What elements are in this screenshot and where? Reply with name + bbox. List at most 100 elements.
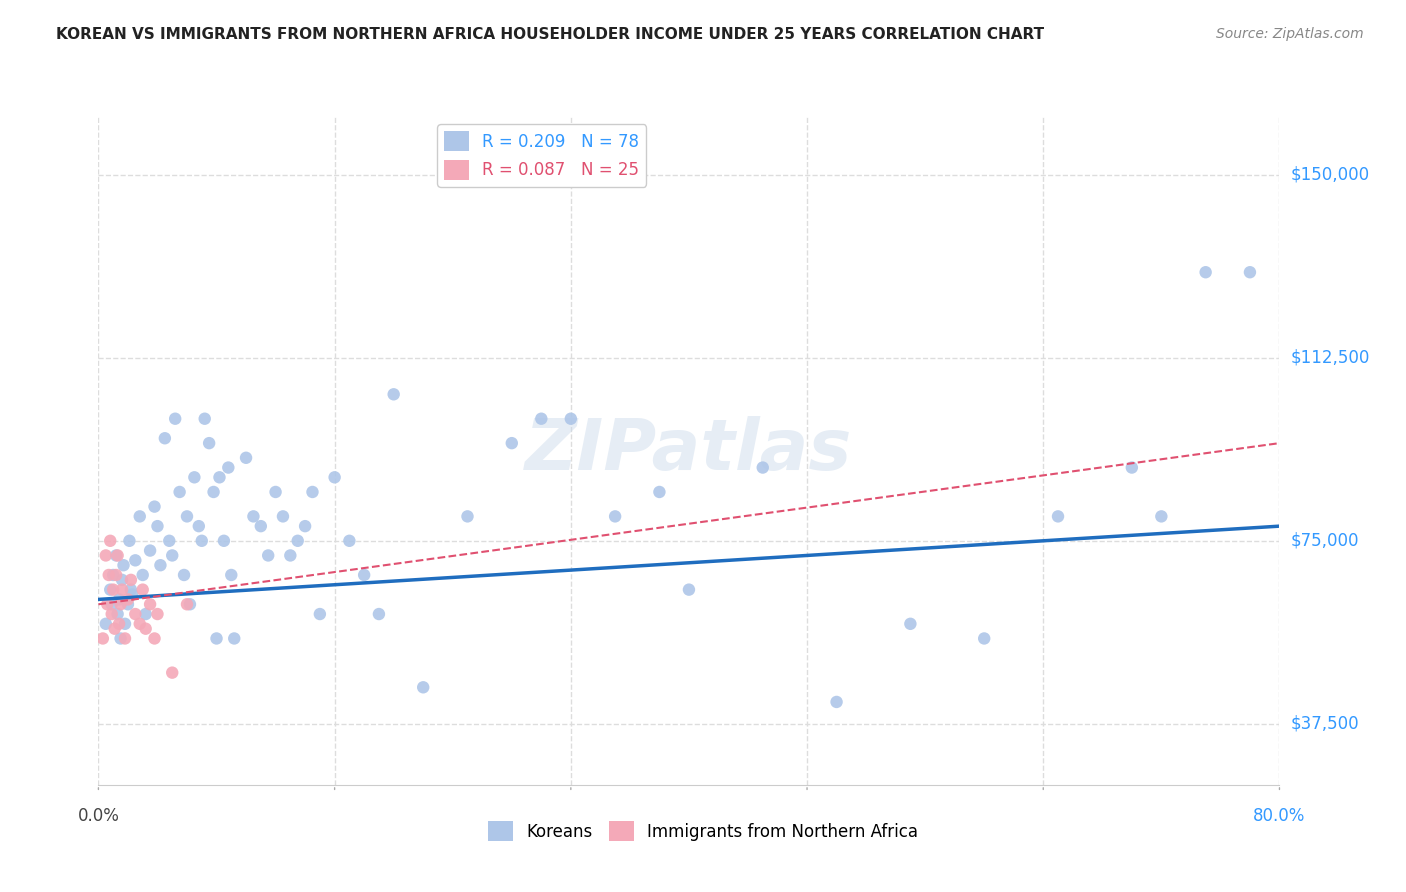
Point — [1239, 265, 1261, 279]
Text: KOREAN VS IMMIGRANTS FROM NORTHERN AFRICA HOUSEHOLDER INCOME UNDER 25 YEARS CORR: KOREAN VS IMMIGRANTS FROM NORTHERN AFRIC… — [56, 27, 1045, 42]
Point — [157, 533, 180, 548]
Point — [128, 616, 150, 631]
Point — [108, 616, 131, 631]
Point — [111, 573, 134, 587]
Point — [103, 582, 125, 597]
Point — [132, 568, 155, 582]
Point — [212, 533, 235, 548]
Point — [165, 411, 187, 425]
Point — [900, 616, 922, 631]
Point — [751, 460, 773, 475]
Point — [98, 533, 121, 548]
Point — [162, 549, 183, 563]
Point — [91, 632, 114, 646]
Text: ZIPatlas: ZIPatlas — [526, 416, 852, 485]
Point — [412, 681, 434, 695]
Point — [224, 632, 246, 646]
Point — [1046, 509, 1069, 524]
Point — [187, 519, 209, 533]
Point — [105, 549, 128, 563]
Point — [103, 568, 125, 582]
Point — [146, 607, 169, 621]
Legend: Koreans, Immigrants from Northern Africa: Koreans, Immigrants from Northern Africa — [481, 814, 925, 848]
Point — [456, 509, 478, 524]
Point — [202, 485, 225, 500]
Point — [139, 597, 162, 611]
Point — [1195, 265, 1218, 279]
Point — [120, 582, 142, 597]
Text: $112,500: $112,500 — [1291, 349, 1369, 367]
Point — [100, 597, 122, 611]
Point — [678, 582, 700, 597]
Point — [107, 607, 129, 621]
Point — [191, 533, 214, 548]
Text: 80.0%: 80.0% — [1253, 807, 1306, 825]
Point — [135, 607, 157, 621]
Point — [194, 411, 217, 425]
Point — [124, 607, 146, 621]
Point — [117, 597, 139, 611]
Point — [605, 509, 627, 524]
Point — [560, 411, 582, 425]
Point — [235, 450, 257, 465]
Point — [104, 622, 127, 636]
Point — [250, 519, 273, 533]
Point — [162, 665, 183, 680]
Point — [294, 519, 316, 533]
Point — [353, 568, 375, 582]
Point — [183, 470, 205, 484]
Point — [301, 485, 323, 500]
Point — [120, 573, 142, 587]
Point — [149, 558, 172, 573]
Point — [323, 470, 346, 484]
Point — [146, 519, 169, 533]
Point — [139, 543, 162, 558]
Point — [135, 622, 157, 636]
Point — [219, 568, 242, 582]
Point — [117, 592, 139, 607]
Point — [118, 533, 141, 548]
Point — [530, 411, 553, 425]
Point — [242, 509, 264, 524]
Point — [309, 607, 332, 621]
Text: Source: ZipAtlas.com: Source: ZipAtlas.com — [1216, 27, 1364, 41]
Point — [153, 431, 176, 445]
Point — [825, 695, 848, 709]
Point — [96, 597, 118, 611]
Point — [110, 632, 132, 646]
Point — [121, 587, 143, 601]
Point — [169, 485, 191, 500]
Point — [271, 509, 294, 524]
Point — [382, 387, 405, 401]
Point — [176, 509, 198, 524]
Point — [143, 500, 166, 514]
Point — [264, 485, 287, 500]
Point — [205, 632, 228, 646]
Point — [94, 616, 117, 631]
Text: $37,500: $37,500 — [1291, 714, 1360, 733]
Point — [278, 549, 302, 563]
Point — [257, 549, 280, 563]
Point — [112, 558, 135, 573]
Point — [107, 549, 129, 563]
Point — [100, 607, 122, 621]
Point — [105, 568, 128, 582]
Point — [368, 607, 391, 621]
Point — [98, 582, 121, 597]
Point — [128, 509, 150, 524]
Point — [143, 632, 166, 646]
Legend: R = 0.209   N = 78, R = 0.087   N = 25: R = 0.209 N = 78, R = 0.087 N = 25 — [437, 124, 647, 186]
Point — [176, 597, 198, 611]
Point — [173, 568, 195, 582]
Point — [973, 632, 995, 646]
Point — [114, 616, 136, 631]
Point — [111, 582, 134, 597]
Point — [208, 470, 231, 484]
Point — [217, 460, 239, 475]
Point — [179, 597, 201, 611]
Point — [110, 597, 132, 611]
Point — [337, 533, 360, 548]
Point — [1150, 509, 1173, 524]
Point — [94, 549, 117, 563]
Point — [501, 436, 523, 450]
